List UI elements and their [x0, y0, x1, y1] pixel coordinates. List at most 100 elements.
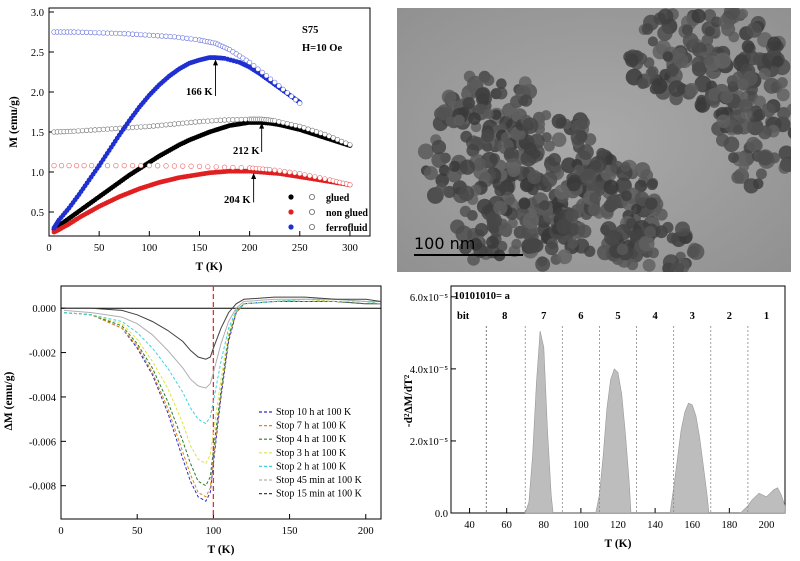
x-tick-label: 300 — [342, 243, 358, 254]
nanoparticle — [450, 219, 465, 235]
x-tick-label: 250 — [292, 243, 308, 254]
data-point — [150, 123, 157, 129]
x-axis-label-d: T (K) — [605, 538, 632, 550]
nanoparticle — [522, 212, 540, 229]
nanoparticle — [494, 185, 506, 197]
data-point — [238, 165, 244, 171]
nanoparticle — [752, 178, 764, 189]
legend-entry: Stop 10 h at 100 K — [276, 407, 352, 418]
nanoparticle — [459, 159, 476, 175]
data-point — [180, 120, 186, 126]
x-tick-label: 150 — [282, 526, 298, 537]
data-point — [293, 97, 299, 103]
nanoparticle — [481, 129, 495, 143]
data-point — [159, 122, 165, 128]
nanoparticle — [767, 36, 782, 51]
nanoparticle — [606, 194, 622, 210]
derivative-area — [524, 330, 786, 514]
data-point — [302, 172, 308, 178]
nanoparticle — [720, 90, 734, 104]
data-point — [221, 164, 228, 170]
x-tick-label: 180 — [721, 520, 737, 531]
nanoparticle — [746, 22, 762, 38]
bit-number: 2 — [727, 311, 732, 322]
legend-ferrofluid-zfc-marker — [288, 224, 294, 230]
data-point — [81, 163, 87, 169]
nanoparticle — [486, 235, 499, 249]
bit-number: 3 — [690, 311, 695, 322]
nanoparticle — [716, 114, 731, 129]
nanoparticle — [647, 36, 658, 47]
nanoparticle — [738, 98, 753, 113]
data-point — [288, 121, 295, 128]
nanoparticle — [453, 114, 465, 126]
data-point — [163, 163, 169, 169]
x-tick-label: 60 — [501, 520, 512, 531]
nanoparticle — [701, 34, 714, 46]
nanoparticle — [476, 198, 493, 215]
x-tick-label: 200 — [759, 520, 775, 531]
nanoparticle — [524, 237, 541, 254]
data-point — [277, 168, 283, 174]
data-point — [113, 163, 119, 169]
nanoparticle — [780, 157, 791, 171]
data-point — [58, 163, 65, 169]
data-point — [287, 169, 293, 175]
x-tick-label: 200 — [242, 243, 258, 254]
series-line — [63, 301, 381, 498]
x-tick-label: 140 — [647, 520, 663, 531]
nanoparticle — [684, 82, 699, 97]
nanoparticle — [544, 241, 559, 256]
nanoparticle — [604, 229, 621, 246]
nanoparticle — [731, 171, 745, 184]
nanoparticle — [681, 24, 693, 36]
nanoparticle — [543, 140, 555, 152]
data-point — [184, 120, 190, 126]
y-tick-label: 0.0 — [435, 509, 448, 520]
nanoparticle — [475, 87, 490, 103]
nanoparticle — [551, 132, 567, 148]
data-point — [293, 122, 299, 129]
nanoparticle — [445, 116, 457, 127]
nanoparticle — [469, 237, 483, 251]
nanoparticle — [786, 103, 791, 116]
x-tick-label: 100 — [141, 243, 157, 254]
nanoparticle — [642, 258, 656, 272]
nanoparticle — [578, 144, 594, 160]
bit-pattern-header: 10101010= a — [454, 291, 511, 302]
data-point — [188, 119, 194, 125]
data-point — [192, 36, 198, 43]
data-point — [272, 79, 278, 85]
data-point — [175, 34, 182, 40]
x-tick-label: 50 — [132, 526, 143, 537]
nanoparticle — [507, 163, 521, 178]
nanoparticle — [620, 161, 631, 173]
nanoparticle — [431, 152, 448, 168]
data-point — [180, 35, 186, 41]
peak-arrow-head — [259, 122, 265, 129]
data-point — [297, 171, 303, 177]
data-point — [247, 59, 253, 66]
nanoparticle — [518, 197, 531, 210]
data-point — [347, 142, 353, 148]
nanoparticle — [547, 153, 562, 167]
x-tick-label: 100 — [573, 520, 589, 531]
nanoparticle — [482, 74, 495, 86]
data-point — [259, 69, 265, 75]
nanoparticle — [540, 110, 552, 121]
nanoparticle — [511, 238, 522, 250]
nanoparticle — [589, 191, 602, 204]
nanoparticle — [643, 57, 655, 69]
y-tick-label: 0.000 — [32, 304, 56, 315]
data-point — [297, 100, 303, 106]
nanoparticle — [682, 32, 699, 49]
data-point — [284, 120, 290, 127]
nanoparticle — [486, 212, 503, 229]
x-tick-label: 80 — [539, 520, 550, 531]
series-non-glued-zfc — [51, 168, 353, 235]
nanoparticle — [637, 78, 649, 90]
y-tick-label: 0.5 — [31, 208, 44, 219]
annotation-204k: 204 K — [224, 195, 251, 206]
nanoparticle — [758, 67, 771, 80]
nanoparticle — [657, 25, 673, 41]
